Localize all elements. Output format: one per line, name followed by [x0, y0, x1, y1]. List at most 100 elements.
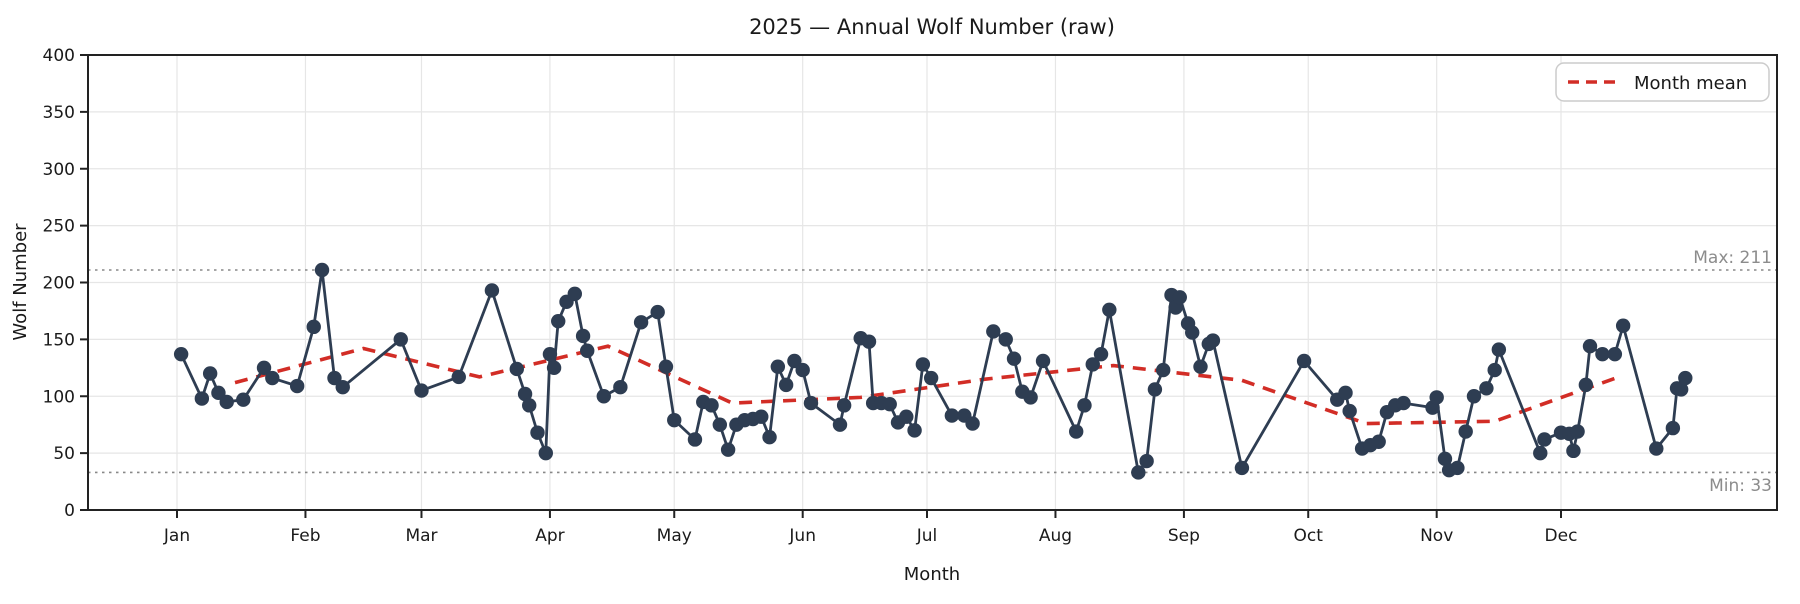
data-point — [1077, 398, 1092, 413]
data-point — [803, 395, 819, 411]
x-axis-label: Month — [904, 564, 960, 585]
data-point — [1595, 346, 1610, 362]
data-point — [882, 397, 897, 412]
data-point — [613, 379, 628, 395]
data-point — [650, 304, 665, 320]
data-point — [567, 286, 582, 302]
data-point — [861, 334, 877, 349]
data-point — [1085, 357, 1100, 372]
data-point — [923, 370, 939, 386]
data-point — [202, 366, 218, 381]
data-point — [1479, 381, 1494, 396]
x-tick-label: Jul — [916, 526, 938, 546]
data-point — [1023, 390, 1038, 405]
data-point — [575, 328, 591, 344]
data-point — [787, 353, 802, 369]
data-point — [762, 430, 777, 445]
data-point — [1607, 346, 1623, 362]
data-point — [1131, 465, 1146, 480]
axes-layer: 0 50 100 150 200 250 300 350 400 Jan Feb Mar Apr May J… — [43, 46, 1778, 546]
data-point — [1156, 362, 1171, 378]
legend-box — [1555, 62, 1770, 102]
data-point — [1533, 445, 1548, 461]
data-point — [1566, 443, 1581, 459]
data-point — [1102, 302, 1117, 317]
data-point — [580, 343, 595, 358]
y-tick-label: 150 — [43, 330, 75, 350]
y-tick-label: 0 — [64, 501, 75, 521]
data-point — [1396, 395, 1411, 411]
data-point — [1035, 353, 1051, 369]
data-point — [1234, 460, 1250, 476]
data-point — [546, 360, 562, 376]
data-point — [998, 332, 1013, 347]
x-tick-label: Dec — [1545, 526, 1578, 546]
data-point — [832, 417, 848, 432]
x-tick-label: Mar — [405, 526, 437, 546]
data-point — [1570, 424, 1585, 439]
data-point — [1615, 318, 1631, 333]
data-point — [1487, 362, 1502, 378]
data-point — [770, 359, 786, 374]
data-point — [211, 385, 226, 401]
data-point — [778, 377, 794, 393]
data-point — [836, 398, 852, 413]
data-point — [1371, 434, 1386, 449]
x-tick-label: Jan — [163, 526, 190, 546]
data-point — [1673, 382, 1689, 397]
data-point — [667, 412, 682, 428]
data-point — [551, 313, 566, 329]
data-point — [219, 394, 234, 410]
data-point — [1193, 359, 1208, 374]
data-point — [795, 362, 810, 378]
y-tick-label: 100 — [43, 387, 75, 407]
data-point — [1296, 353, 1312, 369]
data-point — [314, 262, 330, 278]
x-tick-label: Aug — [1039, 526, 1072, 546]
y-tick-label: 300 — [43, 160, 75, 180]
legend: Month mean — [1555, 62, 1770, 102]
data-point — [335, 379, 350, 395]
data-point — [393, 332, 408, 347]
y-tick-label: 400 — [43, 46, 75, 66]
x-tick-label: Oct — [1294, 526, 1324, 546]
data-point — [517, 386, 533, 402]
data-point — [687, 432, 703, 447]
y-tick-label: 200 — [43, 274, 75, 294]
data-point — [1429, 390, 1444, 405]
data-point — [986, 324, 1001, 339]
data-point — [1450, 460, 1465, 476]
reference-lines-layer — [88, 269, 1777, 474]
data-point — [944, 408, 960, 423]
data-point — [1185, 325, 1200, 340]
data-point — [1665, 420, 1681, 436]
data-point — [720, 442, 736, 457]
data-point — [1006, 351, 1022, 366]
data-point — [1205, 333, 1221, 348]
data-point — [1678, 370, 1693, 386]
data-point — [1437, 451, 1453, 467]
x-tick-label: May — [657, 526, 692, 546]
data-point — [754, 409, 769, 424]
data-point — [1342, 403, 1357, 419]
data-point — [658, 359, 674, 374]
data-point — [484, 283, 500, 298]
data-point — [538, 445, 553, 461]
data-point — [542, 346, 558, 362]
x-tick-label: Feb — [290, 526, 320, 546]
x-tick-label: Sep — [1168, 526, 1200, 546]
data-point — [1649, 441, 1664, 456]
data-point — [704, 398, 719, 413]
max-annotation: Max: 211 — [1693, 248, 1772, 268]
data-point — [1068, 424, 1084, 439]
data-point — [1458, 424, 1473, 439]
x-tick-label: Apr — [535, 526, 564, 546]
data-point — [530, 425, 545, 440]
y-tick-label: 250 — [43, 217, 75, 237]
y-tick-label: 350 — [43, 103, 75, 123]
data-point — [1578, 377, 1594, 393]
data-point — [256, 360, 272, 376]
data-point — [1582, 339, 1598, 354]
y-tick-label: 50 — [53, 444, 75, 464]
data-point — [306, 319, 321, 335]
